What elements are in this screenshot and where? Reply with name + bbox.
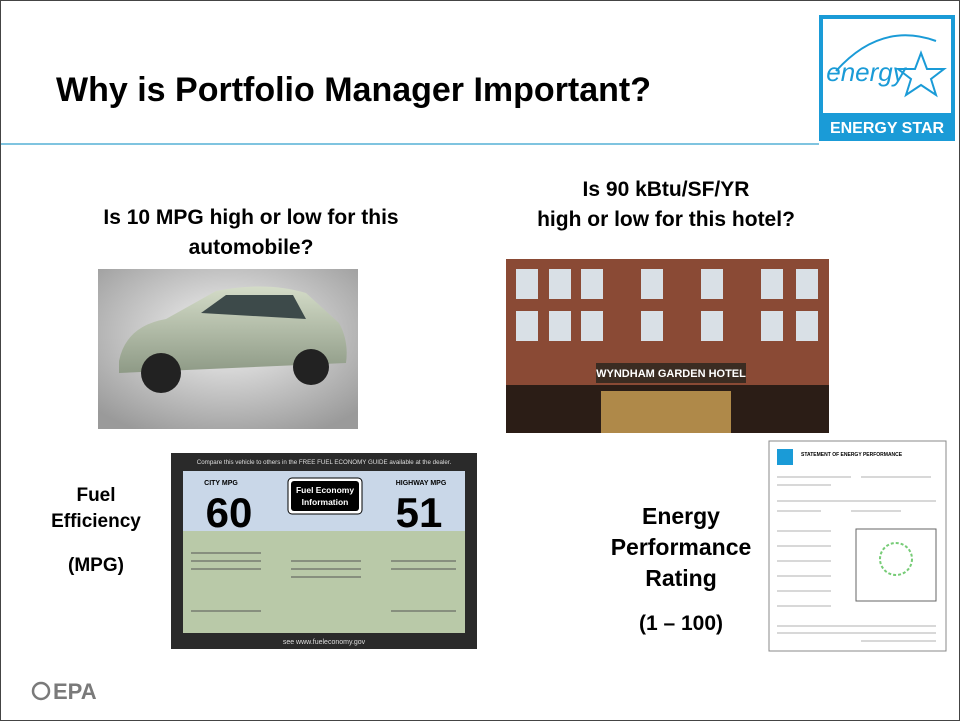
document-box <box>855 528 937 602</box>
city-value: 60 <box>206 489 253 536</box>
slide-title: Why is Portfolio Manager Important? <box>56 71 652 109</box>
label-line: Performance <box>610 534 752 560</box>
document-lines <box>777 476 936 642</box>
label-line: Efficiency <box>51 511 141 532</box>
left-question: Is 10 MPG high or low for this automobil… <box>41 203 461 263</box>
statement-document: STATEMENT OF ENERGY PERFORMANCE <box>768 440 947 652</box>
left-label: Fuel Efficiency (MPG) <box>31 483 161 579</box>
epa-text: EPA <box>53 679 97 704</box>
hotel-sign-bg <box>596 363 746 383</box>
title-rule <box>1 143 819 145</box>
car-wheel <box>141 353 181 393</box>
document-gauge <box>879 542 913 576</box>
fuel-label: Compare this vehicle to others in the FR… <box>171 453 477 649</box>
badge-line: Information <box>302 497 349 507</box>
label-line: Rating <box>645 565 717 591</box>
logo-inner <box>823 19 951 113</box>
label-line: Fuel <box>76 485 116 506</box>
highway-heading: HIGHWAY MPG <box>396 480 447 487</box>
car-window <box>201 295 306 319</box>
hotel-lobby <box>601 391 731 433</box>
document-title: STATEMENT OF ENERGY PERFORMANCE <box>801 452 903 458</box>
fuel-banner: Compare this vehicle to others in the FR… <box>197 459 452 466</box>
logo-arc <box>835 34 937 72</box>
label-line: Energy <box>642 503 720 529</box>
energy-star-logo: energy ENERGY STAR <box>819 15 955 141</box>
city-heading: CITY MPG <box>204 480 238 487</box>
highway-value: 51 <box>396 489 443 536</box>
question-line: high or low for this hotel? <box>537 208 795 231</box>
car-wheel <box>293 349 329 385</box>
badge-inner <box>291 481 359 511</box>
epa-mark <box>31 681 51 701</box>
badge-line: Fuel Economy <box>296 485 354 495</box>
fine-print <box>191 552 456 612</box>
question-line: Is 10 MPG high or low for this <box>103 206 399 229</box>
fuel-footer: see www.fueleconomy.gov <box>283 639 366 646</box>
right-question: Is 90 kBtu/SF/YR high or low for this ho… <box>466 175 866 235</box>
logo-script: energy <box>826 57 907 87</box>
question-line: automobile? <box>188 236 314 259</box>
car-photo <box>98 269 358 429</box>
document-logo <box>777 449 793 465</box>
epa-logo: EPA <box>31 679 97 704</box>
question-line: Is 90 kBtu/SF/YR <box>582 178 750 201</box>
right-label: Energy Performance Rating (1 – 100) <box>591 501 771 639</box>
hotel-sign: WYNDHAM GARDEN HOTEL <box>596 368 746 380</box>
hotel-photo: WYNDHAM GARDEN HOTEL <box>506 259 829 433</box>
label-line: (1 – 100) <box>638 612 724 635</box>
logo-label: ENERGY STAR <box>830 120 945 137</box>
hotel-windows <box>516 269 818 341</box>
logo-star <box>895 50 947 98</box>
label-line: (MPG) <box>68 555 124 576</box>
